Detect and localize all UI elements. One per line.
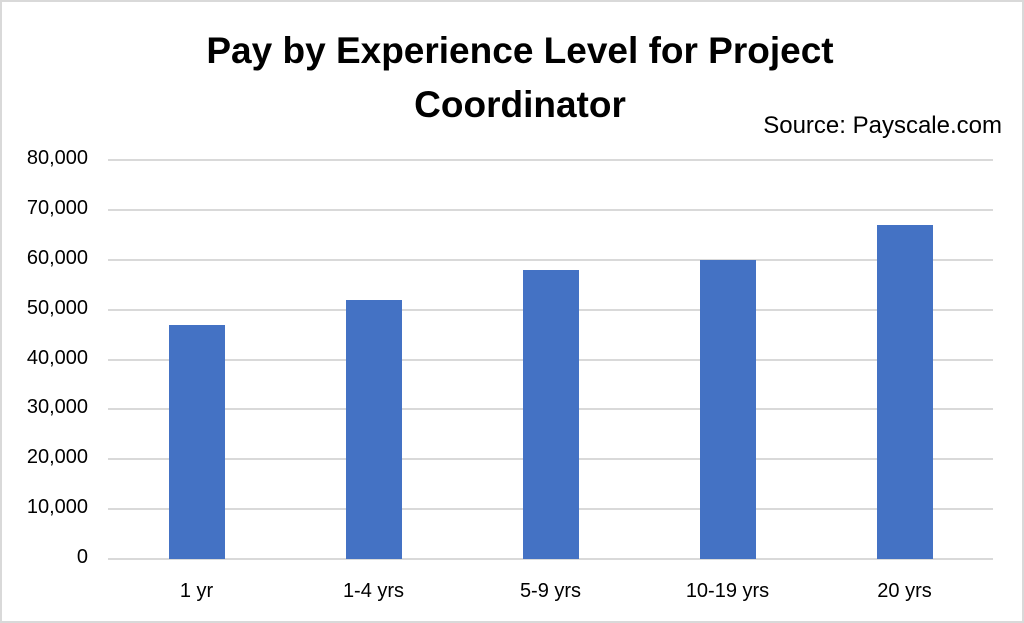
gridline bbox=[108, 258, 993, 261]
gridline bbox=[108, 159, 993, 161]
chart-title: Pay by Experience Level for Project Coor… bbox=[150, 24, 890, 132]
bar[interactable] bbox=[522, 269, 579, 559]
bar[interactable] bbox=[699, 259, 756, 559]
x-tick-label: 5-9 yrs bbox=[519, 580, 582, 602]
bar[interactable] bbox=[876, 224, 933, 559]
y-tick-label: 80,000 bbox=[26, 147, 88, 169]
x-tick-label: 10-19 yrs bbox=[685, 580, 770, 602]
y-tick-label: 40,000 bbox=[26, 346, 88, 369]
chart-title-line-2: Coordinator bbox=[414, 84, 626, 125]
y-tick-label: 70,000 bbox=[26, 196, 88, 219]
x-tick-label: 20 yrs bbox=[877, 580, 932, 602]
y-tick-label: 60,000 bbox=[26, 246, 88, 269]
y-tick-label: 0 bbox=[76, 546, 88, 568]
y-tick-label: 10,000 bbox=[26, 496, 88, 519]
gridline bbox=[108, 208, 993, 211]
bar[interactable] bbox=[168, 324, 225, 559]
bar[interactable] bbox=[345, 299, 402, 559]
x-tick-label: 1 yr bbox=[179, 580, 214, 602]
y-tick-label: 20,000 bbox=[26, 446, 88, 469]
chart-title-line-1: Pay by Experience Level for Project bbox=[206, 30, 834, 71]
y-tick-label: 50,000 bbox=[26, 296, 88, 319]
gridline bbox=[108, 558, 993, 560]
source-annotation: Source: Payscale.com bbox=[763, 112, 1002, 139]
y-tick-label: 30,000 bbox=[26, 396, 88, 419]
x-tick-label: 1-4 yrs bbox=[342, 580, 405, 602]
